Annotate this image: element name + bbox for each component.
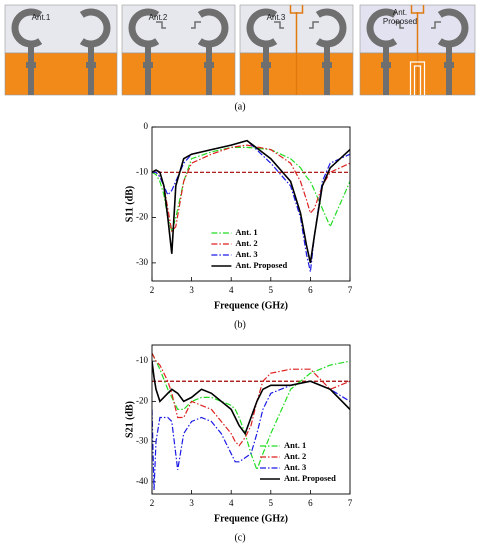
antenna-label: Ant. Proposed — [382, 8, 418, 26]
legend-label: Ant. Proposed — [284, 473, 336, 483]
x-axis-label: Frequence (GHz) — [214, 513, 288, 524]
feed-stub — [444, 62, 454, 68]
y-tick-label: 0 — [144, 121, 149, 131]
legend-label: Ant. 3 — [235, 249, 257, 259]
feed-line — [383, 42, 389, 95]
y-axis-label: S21 (dB) — [124, 401, 135, 438]
x-tick-label: 5 — [269, 498, 274, 508]
feed-line — [263, 42, 269, 95]
legend-label: Ant. 3 — [284, 462, 306, 472]
x-tick-label: 3 — [189, 498, 194, 508]
stub — [431, 21, 441, 29]
y-tick-label: -40 — [136, 476, 148, 486]
antenna-layout — [121, 4, 236, 96]
feed-line — [446, 42, 452, 95]
antenna-label: Ant.3 — [266, 13, 286, 22]
stub — [394, 21, 404, 29]
feed-stub — [381, 62, 391, 68]
x-axis-label: Frequence (GHz) — [214, 300, 288, 311]
ground-plane — [121, 52, 236, 96]
antenna-layout — [4, 4, 118, 96]
y-axis-label: S11 (dB) — [124, 186, 135, 222]
x-tick-label: 7 — [348, 498, 353, 508]
y-tick-label: -20 — [136, 212, 148, 222]
feed-line — [28, 42, 34, 95]
antenna-layout — [239, 4, 354, 96]
series-line — [152, 352, 350, 447]
antenna-layout — [359, 4, 476, 96]
stub — [156, 21, 166, 29]
panel-caption: (c) — [234, 532, 245, 543]
y-tick-label: -10 — [136, 355, 148, 365]
feed-stub — [86, 62, 96, 68]
x-tick-label: 3 — [189, 285, 194, 295]
legend-label: Ant. 1 — [284, 440, 306, 450]
feed-stub — [143, 62, 153, 68]
panel-caption: (a) — [234, 101, 245, 112]
ground-plane — [4, 52, 118, 96]
x-tick-label: 2 — [150, 285, 155, 295]
feed-stub — [26, 62, 36, 68]
stub — [274, 21, 284, 29]
x-tick-label: 5 — [269, 285, 274, 295]
x-tick-label: 2 — [150, 498, 155, 508]
feed-line — [145, 42, 151, 95]
feed-line — [206, 42, 212, 95]
series-line — [152, 139, 350, 264]
series-line — [152, 361, 350, 436]
feed-stub — [204, 62, 214, 68]
antenna-label: Ant.2 — [148, 13, 168, 22]
feed-line — [324, 42, 330, 95]
ground-slot — [409, 61, 426, 95]
x-tick-label: 6 — [308, 285, 313, 295]
plot-frame — [151, 344, 351, 495]
antenna-label: Ant.1 — [31, 13, 51, 22]
decoupling-stub — [410, 5, 425, 95]
y-tick-label: -30 — [136, 257, 148, 267]
feed-stub — [322, 62, 332, 68]
legend-label: Ant. 1 — [235, 227, 257, 237]
feed-stub — [261, 62, 271, 68]
series-line — [152, 146, 350, 234]
series-line — [152, 380, 350, 491]
panel-caption: (b) — [234, 319, 246, 330]
feed-line — [88, 42, 94, 95]
y-tick-label: -20 — [136, 395, 148, 405]
x-tick-label: 4 — [229, 285, 234, 295]
y-tick-label: -30 — [136, 436, 148, 446]
stub — [309, 21, 319, 29]
legend-label: Ant. 2 — [235, 238, 257, 248]
series-line — [152, 352, 350, 472]
y-tick-label: -10 — [136, 166, 148, 176]
x-tick-label: 6 — [308, 498, 313, 508]
decoupling-stub — [289, 5, 304, 95]
x-tick-label: 7 — [348, 285, 353, 295]
plot-frame — [151, 126, 351, 282]
legend-label: Ant. Proposed — [235, 260, 287, 270]
x-tick-label: 4 — [229, 498, 234, 508]
legend-label: Ant. 2 — [284, 451, 306, 461]
stub — [191, 21, 201, 29]
